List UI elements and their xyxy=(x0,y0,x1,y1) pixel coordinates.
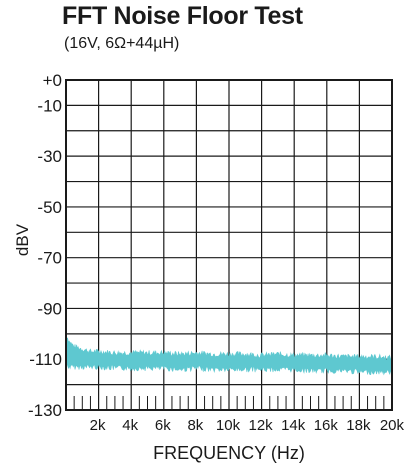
x-tick-label: 14k xyxy=(281,417,306,434)
plot-frame xyxy=(65,79,393,411)
x-axis-label: FREQUENCY (Hz) xyxy=(153,443,305,463)
chart-subtitle: (16V, 6Ω+44µH) xyxy=(64,35,180,52)
x-tick-label: 16k xyxy=(314,417,339,434)
x-tick-label: 10k xyxy=(216,417,241,434)
x-tick-label: 6k xyxy=(155,417,171,434)
chart-title: FFT Noise Floor Test xyxy=(62,2,303,30)
x-minor-ticks xyxy=(73,396,385,410)
x-tick-label: 2k xyxy=(90,417,106,434)
x-tick-label: 18k xyxy=(346,417,371,434)
y-tick-label: -10 xyxy=(37,96,62,115)
y-tick-label: -30 xyxy=(37,147,62,166)
y-tick-label: -50 xyxy=(37,198,62,217)
y-axis-label: dBV xyxy=(13,223,32,256)
y-tick-label: -90 xyxy=(37,299,62,318)
y-tick-label: -110 xyxy=(29,350,62,369)
x-tick-label: 8k xyxy=(187,417,203,434)
x-tick-label: 4k xyxy=(122,417,138,434)
y-tick-label: +0 xyxy=(43,71,62,90)
y-tick-label: -70 xyxy=(37,249,62,268)
x-tick-label: 20k xyxy=(380,417,405,434)
y-tick-label: -130 xyxy=(28,401,62,420)
x-tick-label: 12k xyxy=(249,417,274,434)
x-tick-labels: 2k 4k 6k 8k 10k 12k 14k 16k 18k 20k xyxy=(90,417,405,434)
y-tick-labels: +0 -10 -30 -50 -70 -90 -110 -130 xyxy=(28,71,62,420)
